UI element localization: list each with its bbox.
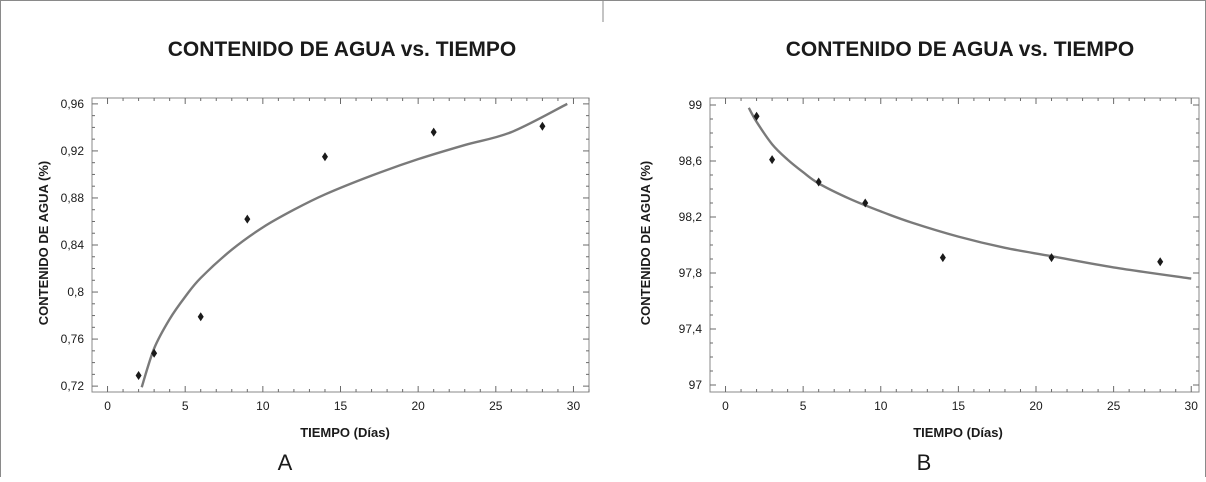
- plot-area: 0,72 0,76 0,8 0,84 0,88 0,92 0,96 0 5 10 15 20 25 30: [61, 97, 590, 413]
- x-tick-label: 10: [874, 399, 888, 413]
- y-tick-label: 0,8: [67, 285, 84, 299]
- x-tick-label: 30: [1185, 399, 1199, 413]
- data-point: [769, 155, 776, 165]
- y-tick-label: 0,96: [61, 97, 85, 111]
- y-tick-label: 98,2: [679, 210, 703, 224]
- chart-panel-b: CONTENIDO DE AGUA vs. TIEMPO TIEMPO (Día…: [638, 38, 1200, 475]
- x-tick-label: 25: [489, 399, 503, 413]
- data-point: [939, 253, 946, 263]
- y-tick-label: 97,4: [679, 322, 703, 336]
- y-tick-label: 0,84: [61, 238, 85, 252]
- data-point: [1157, 257, 1164, 267]
- plot-area: 97 97,4 97,8 98,2 98,6 99 0 5 10 15 20 25 30: [679, 97, 1200, 413]
- data-point: [430, 127, 437, 137]
- chart-title: CONTENIDO DE AGUA vs. TIEMPO: [786, 38, 1134, 61]
- y-axis-label: CONTENIDO DE AGUA (%): [36, 161, 51, 325]
- fitted-curve: [747, 107, 1192, 280]
- data-point: [1048, 253, 1055, 263]
- x-tick-label: 5: [800, 399, 807, 413]
- data-point: [151, 348, 158, 358]
- y-tick-label: 0,72: [61, 379, 85, 393]
- data-point: [321, 152, 328, 162]
- data-point: [244, 214, 251, 224]
- panel-letter-b: B: [917, 450, 932, 475]
- x-tick-label: 20: [411, 399, 425, 413]
- x-tick-label: 15: [952, 399, 966, 413]
- chart-panel-a: CONTENIDO DE AGUA vs. TIEMPO TIEMPO (Día…: [36, 38, 590, 475]
- y-tick-label: 97: [689, 378, 703, 392]
- x-axis-label: TIEMPO (Días): [300, 425, 390, 440]
- plot-frame: [709, 97, 1200, 393]
- x-tick-label: 20: [1029, 399, 1043, 413]
- data-point: [862, 198, 869, 208]
- x-tick-label: 5: [182, 399, 189, 413]
- x-tick-label: 10: [256, 399, 270, 413]
- data-point: [753, 111, 760, 121]
- panel-letter-a: A: [278, 450, 293, 475]
- data-point: [135, 371, 142, 381]
- data-point: [197, 312, 204, 322]
- y-axis-label: CONTENIDO DE AGUA (%): [638, 161, 653, 325]
- x-tick-label: 25: [1107, 399, 1121, 413]
- plot-frame: [91, 97, 590, 393]
- x-tick-label: 0: [722, 399, 729, 413]
- y-tick-label: 0,76: [61, 332, 85, 346]
- data-point: [815, 177, 822, 187]
- x-axis-label: TIEMPO (Días): [913, 425, 1003, 440]
- data-point: [539, 121, 546, 131]
- x-tick-label: 15: [334, 399, 348, 413]
- y-tick-label: 0,88: [61, 191, 85, 205]
- y-tick-label: 98,6: [679, 154, 703, 168]
- fitted-curve: [140, 102, 568, 388]
- x-tick-label: 30: [567, 399, 581, 413]
- y-tick-label: 97,8: [679, 266, 703, 280]
- y-tick-label: 99: [689, 98, 703, 112]
- chart-title: CONTENIDO DE AGUA vs. TIEMPO: [168, 38, 516, 61]
- y-tick-label: 0,92: [61, 144, 85, 158]
- x-tick-label: 0: [104, 399, 111, 413]
